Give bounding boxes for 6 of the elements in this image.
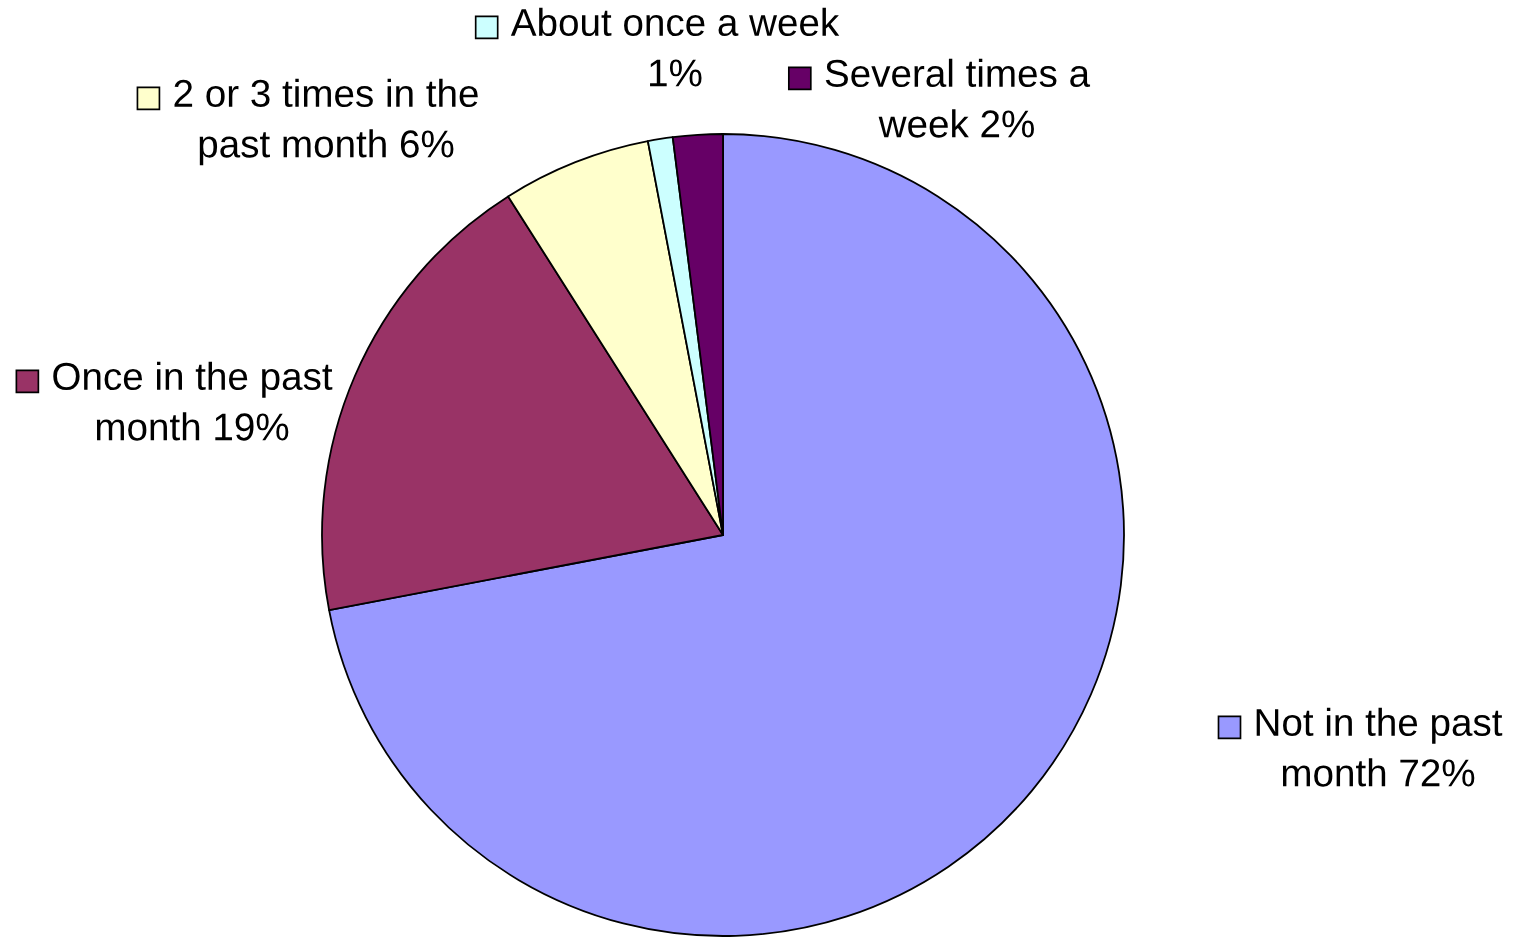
legend-label: Once in the past month 19% [53, 361, 333, 441]
legend-label: Several times a week 2% [825, 58, 1091, 138]
data-label: 1% [650, 59, 702, 87]
legend-label: 2 or 3 times in the past month 6% [174, 78, 478, 166]
legend-label: About once a week [510, 7, 840, 37]
legend-label: Not in the past month 72% [1256, 707, 1503, 787]
